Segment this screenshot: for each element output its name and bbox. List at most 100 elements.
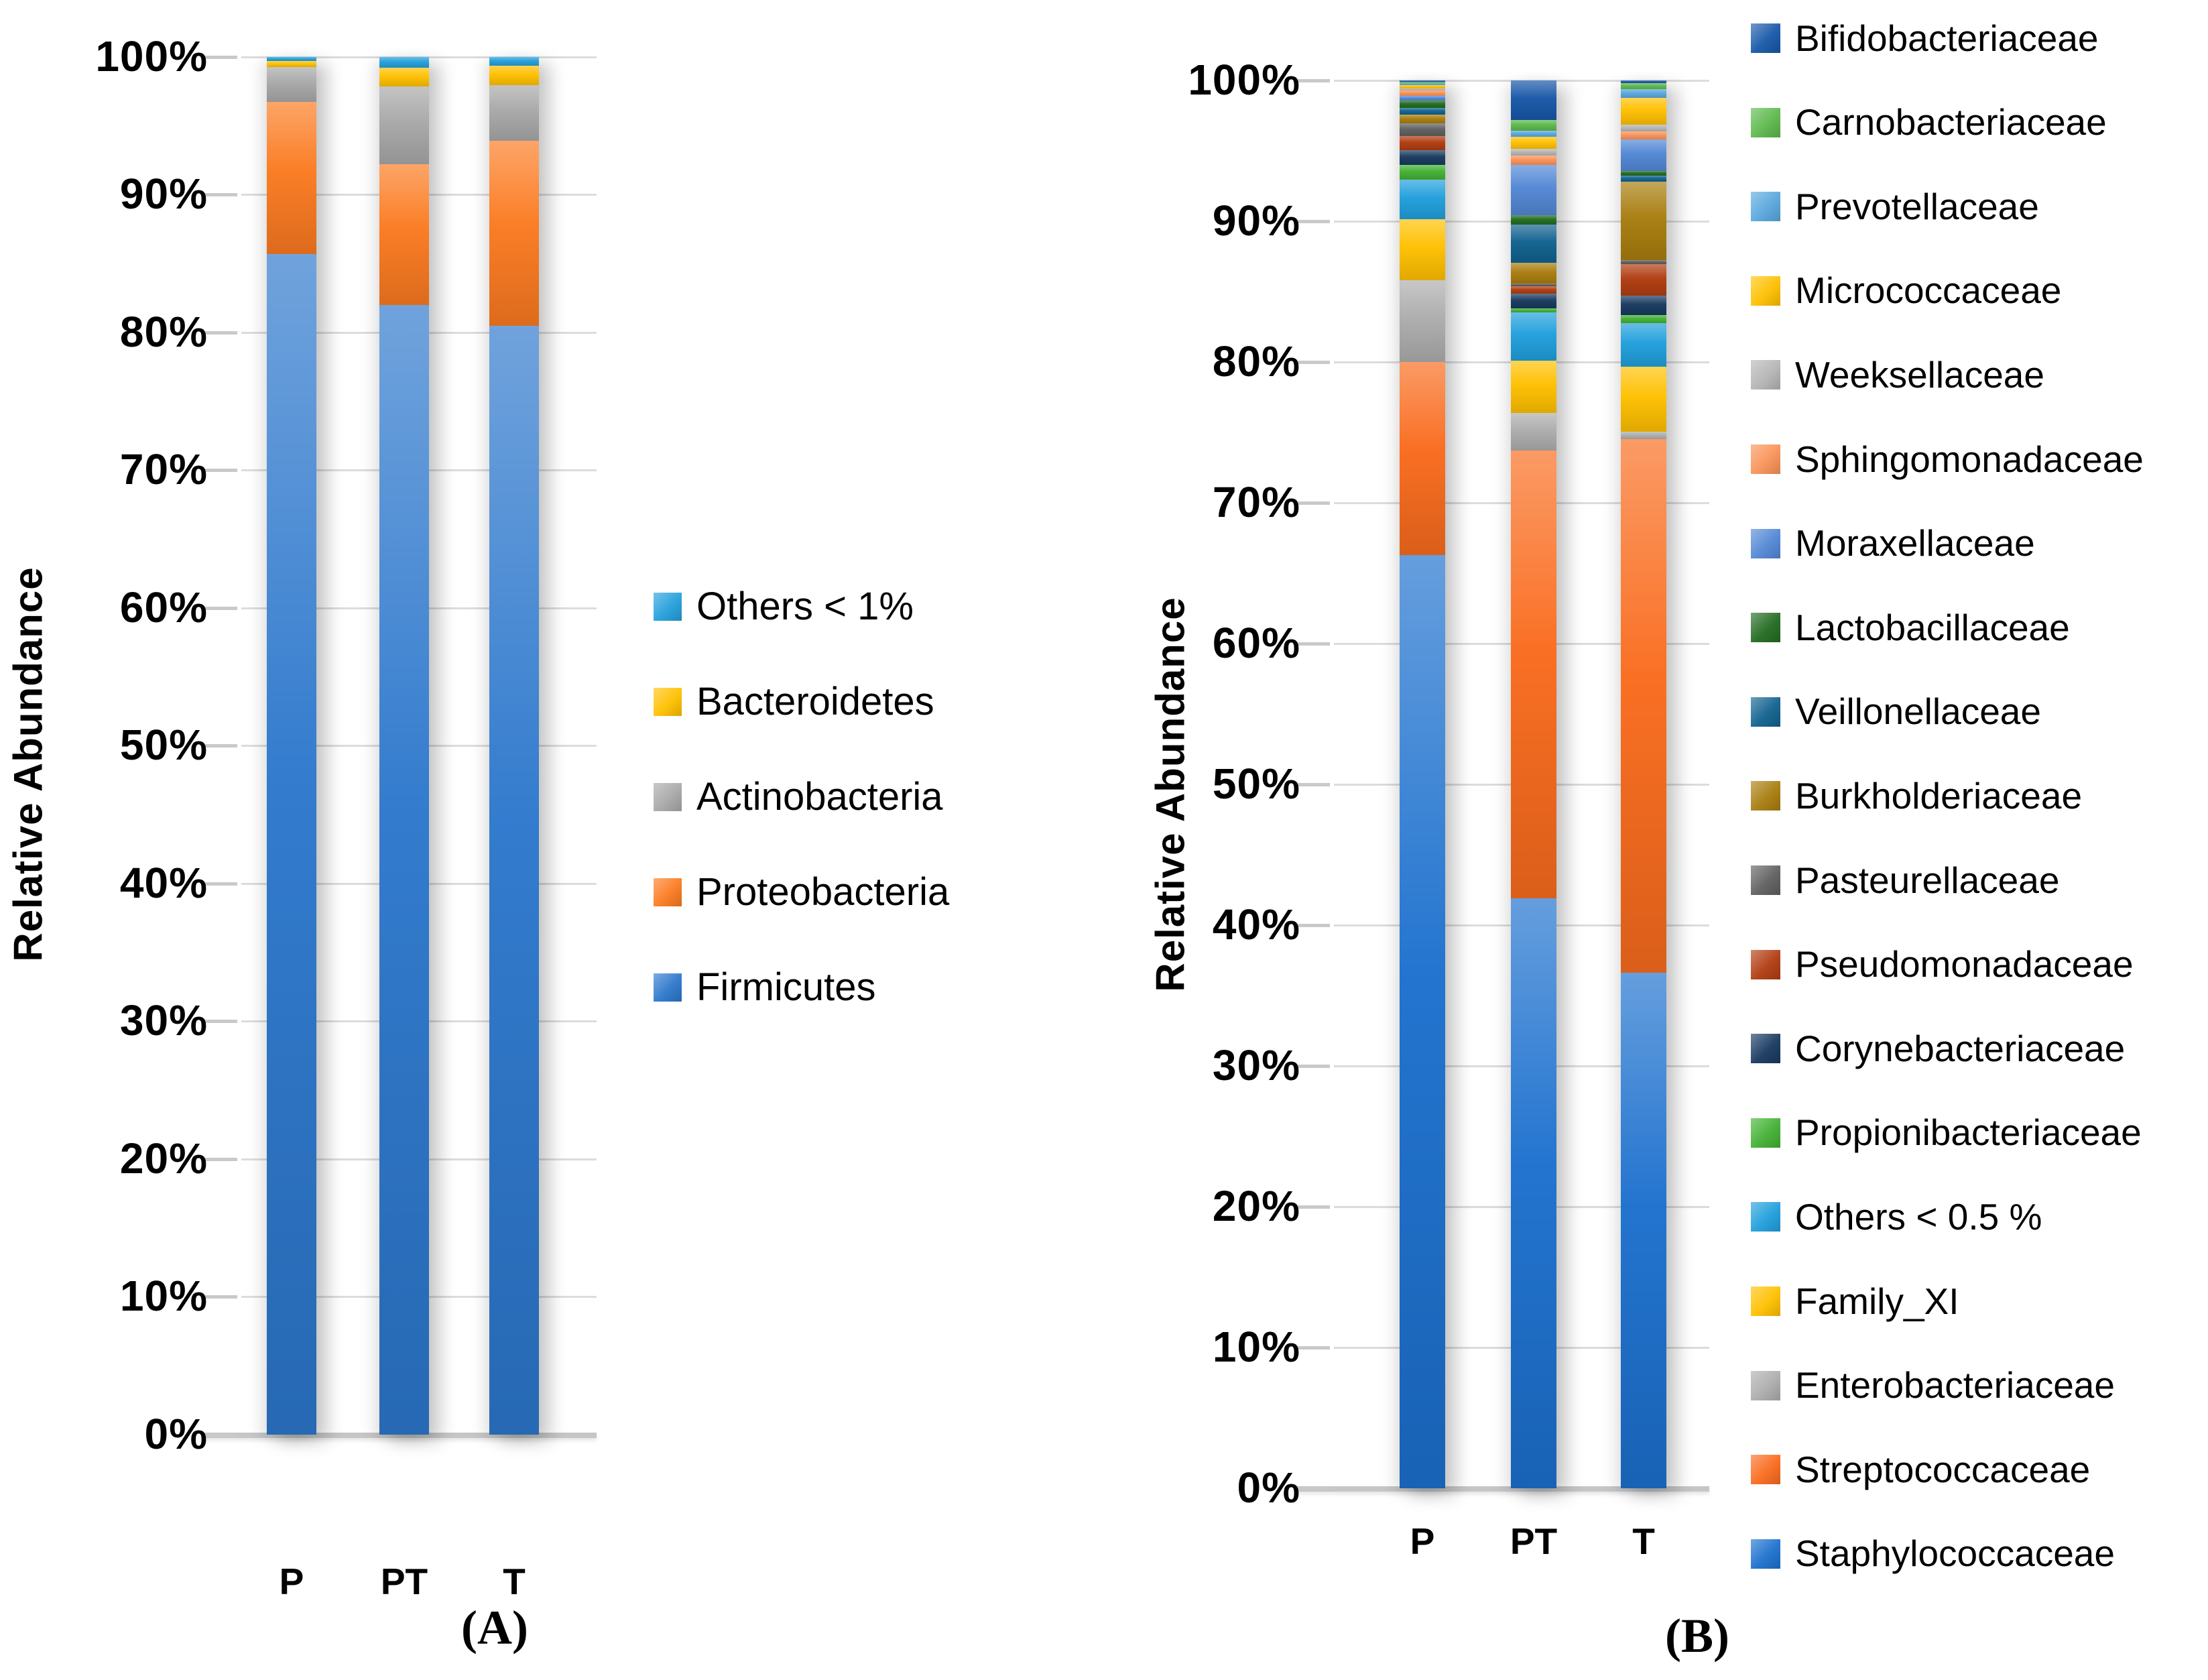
x-category-label-b-t: T (1632, 1520, 1655, 1562)
legend-item-b: Propionibacteriaceae (1751, 1114, 2142, 1151)
y-tick-label-a-30: 30% (119, 996, 208, 1045)
legend-item-b: Veillonellaceae (1751, 693, 2041, 730)
bar-segment-b-t (1621, 171, 1666, 176)
legend-item-a: Proteobacteria (654, 873, 949, 912)
bar-segment-b-pt (1511, 225, 1556, 263)
bar-segment-b-t (1621, 98, 1666, 125)
legend-item-a: Bacteroidetes (654, 682, 934, 721)
bar-segment-b-p (1400, 554, 1445, 1488)
legend-label-b: Micrococcaceae (1795, 269, 2062, 312)
legend-label-a: Bacteroidetes (696, 680, 934, 723)
bar-segment-b-t (1621, 367, 1666, 432)
legend-item-b: Enterobacteriaceae (1751, 1367, 2115, 1404)
bar-segment-b-p (1400, 280, 1445, 362)
bar-segment-b-t (1621, 296, 1666, 315)
bar-segment-a-t (489, 57, 539, 66)
y-tick-mark-a-60 (205, 606, 237, 610)
legend-swatch-b (1751, 1286, 1780, 1316)
legend-swatch-b (1751, 107, 1780, 137)
x-axis-line-b (1295, 1486, 1709, 1492)
bar-segment-b-p (1400, 164, 1445, 180)
legend-swatch-b (1751, 528, 1780, 558)
y-tick-label-b-90: 90% (1212, 196, 1300, 245)
legend-item-b: Micrococcaceae (1751, 272, 2061, 309)
legend-swatch-b (1751, 276, 1780, 306)
legend-swatch-a (654, 973, 682, 1002)
bar-segment-b-pt (1511, 119, 1556, 131)
legend-item-b: Pseudomonadaceae (1751, 946, 2134, 983)
legend-item-a: Actinobacteria (654, 778, 943, 817)
y-tick-mark-a-10 (205, 1295, 237, 1299)
bar-segment-b-t (1621, 431, 1666, 440)
bar-segment-b-pt (1511, 412, 1556, 451)
gridline-b-70 (1334, 501, 1709, 504)
legend-label-b: Burkholderiaceae (1795, 774, 2083, 817)
y-tick-mark-b-70 (1298, 501, 1330, 505)
gridline-a-80 (241, 331, 597, 334)
gridline-b-30 (1334, 1065, 1709, 1067)
gridline-b-20 (1334, 1205, 1709, 1208)
bar-segment-a-pt (379, 68, 429, 87)
x-category-label-a-t: T (503, 1561, 526, 1602)
y-axis-title-a: Relative Abundance (5, 566, 51, 962)
bar-segment-a-p (267, 57, 316, 62)
y-tick-label-b-80: 80% (1212, 337, 1300, 385)
legend-swatch-b (1751, 1539, 1780, 1569)
y-tick-label-b-70: 70% (1212, 477, 1300, 526)
bar-segment-b-pt (1511, 284, 1556, 286)
y-tick-mark-b-30 (1298, 1064, 1330, 1068)
y-tick-mark-b-90 (1298, 219, 1330, 223)
x-category-label-b-pt: PT (1510, 1520, 1558, 1562)
legend-label-a: Proteobacteria (696, 870, 950, 914)
legend-swatch-b (1751, 360, 1780, 390)
legend-label-b: Veillonellaceae (1795, 691, 2041, 733)
legend-item-b: Sphingomonadaceae (1751, 440, 2144, 477)
bar-segment-b-p (1400, 179, 1445, 219)
gridline-b-60 (1334, 642, 1709, 645)
bar-segment-a-p (267, 101, 316, 254)
gridline-b-80 (1334, 361, 1709, 363)
y-tick-mark-b-10 (1298, 1345, 1330, 1349)
legend-item-b: Family_XI (1751, 1282, 1959, 1319)
caption-a: (A) (461, 1601, 528, 1655)
bar-segment-b-t (1621, 139, 1666, 172)
legend-label-b: Carnobacteriaceae (1795, 101, 2107, 143)
y-tick-mark-b-60 (1298, 642, 1330, 646)
bar-segment-b-t (1621, 131, 1666, 140)
x-category-label-a-p: P (279, 1561, 304, 1602)
bar-segment-b-p (1400, 88, 1445, 91)
y-tick-mark-b-40 (1298, 923, 1330, 927)
legend-item-a: Others < 1% (654, 587, 914, 626)
legend-item-a: Firmicutes (654, 968, 875, 1007)
bar-a-pt (379, 57, 429, 1435)
bar-segment-b-pt (1511, 451, 1556, 898)
bar-segment-b-t (1621, 259, 1666, 264)
y-tick-label-a-70: 70% (119, 445, 208, 494)
legend-swatch-b (1751, 1370, 1780, 1400)
bar-segment-b-p (1400, 83, 1445, 86)
gridline-a-70 (241, 469, 597, 471)
legend-label-b: Prevotellaceae (1795, 185, 2039, 227)
legend-label-a: Actinobacteria (696, 775, 943, 819)
gridline-a-30 (241, 1020, 597, 1022)
legend-item-b: Bifidobacteriaceae (1751, 19, 2099, 56)
bar-segment-a-t (489, 85, 539, 141)
legend-label-b: Pasteurellaceae (1795, 859, 2060, 901)
bar-segment-b-p (1400, 219, 1445, 281)
bar-segment-b-t (1621, 125, 1666, 131)
bar-segment-b-t (1621, 88, 1666, 99)
y-tick-mark-a-70 (205, 469, 237, 472)
bar-segment-b-pt (1511, 898, 1556, 1488)
bar-segment-b-p (1400, 80, 1445, 82)
bar-b-t (1621, 80, 1666, 1488)
y-tick-label-b-20: 20% (1212, 1181, 1300, 1230)
legend-item-b: Pasteurellaceae (1751, 861, 2059, 898)
x-category-label-a-pt: PT (380, 1561, 428, 1602)
bar-segment-b-pt (1511, 130, 1556, 137)
legend-swatch-b (1751, 697, 1780, 727)
